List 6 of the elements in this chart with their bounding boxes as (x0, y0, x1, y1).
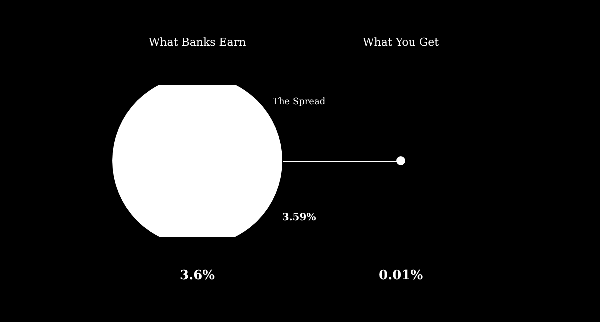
text: The Spread (272, 97, 326, 108)
category-label: What Banks Earn (148, 36, 246, 49)
data-label: 0.01% (379, 268, 424, 284)
text: 3.59% (282, 212, 317, 224)
category-label: What You Get (362, 36, 440, 49)
data-label: 3.6% (180, 268, 216, 284)
